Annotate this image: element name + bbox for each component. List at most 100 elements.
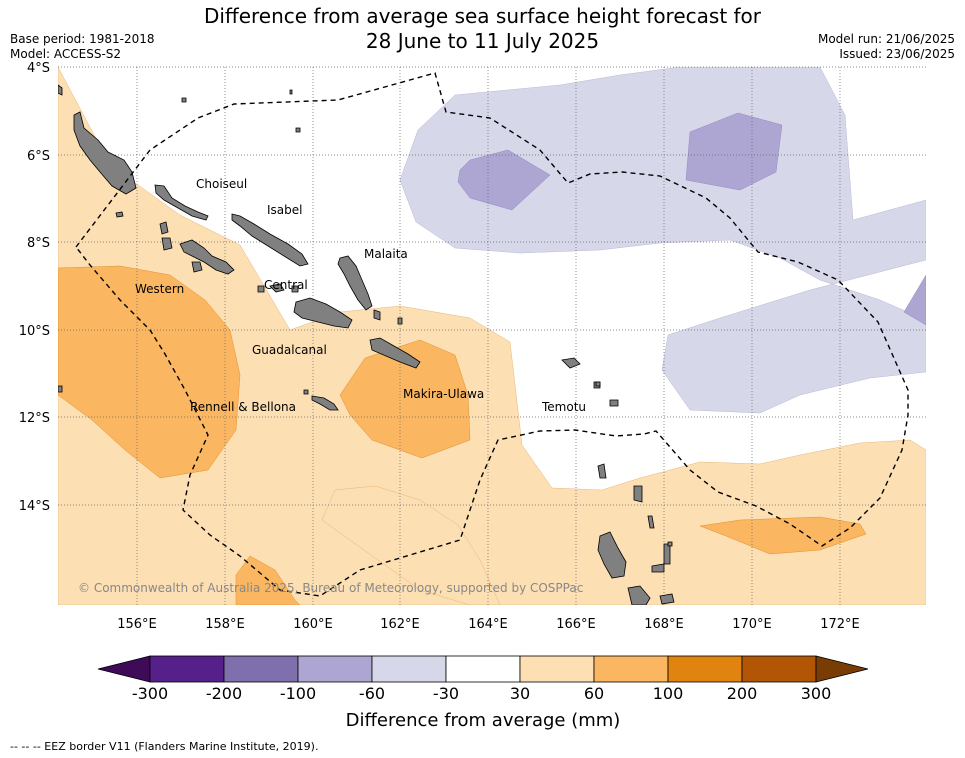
place-label-central: Central: [264, 278, 308, 292]
model-run: Model run: 21/06/2025: [817, 32, 955, 46]
buka-island: [58, 84, 63, 96]
small-island-7: [667, 541, 673, 547]
latitude-labels: 4°S 6°S 8°S 10°S 12°S 14°S: [19, 61, 50, 514]
anomaly-neg60-neg100-east: [685, 112, 783, 191]
issued-date: Issued: 23/06/2025: [839, 46, 955, 61]
florida-islands: [269, 283, 285, 293]
espiritu-santo-island: [597, 531, 627, 579]
colorbar-tick-label: -60: [359, 684, 385, 703]
colorbar-tick-label: 300: [801, 684, 832, 703]
pentecost-island: [663, 543, 671, 565]
land-masses: [58, 84, 675, 605]
colorbar-cell: [223, 655, 299, 683]
eez-border-line: [75, 72, 909, 597]
place-label-rennell-bellona: Rennell & Bellona: [190, 400, 296, 414]
lon-label-168e: 168°E: [644, 617, 684, 632]
guadalcanal-island: [293, 297, 353, 329]
lat-label-6s: 6°S: [27, 149, 50, 164]
eez-legend: -- -- -- EEZ border V11 (Flanders Marine…: [10, 740, 319, 753]
anomaly-30-60-west: [58, 67, 926, 605]
small-island-5: [58, 385, 63, 393]
colorbar-cell: [445, 655, 521, 683]
colorbar-tick-label: 200: [727, 684, 758, 703]
place-label-temotu: Temotu: [541, 400, 586, 414]
savo-island: [291, 285, 299, 293]
place-label-isabel: Isabel: [267, 203, 302, 217]
lon-label-156e: 156°E: [117, 617, 157, 632]
anomaly-neg30-neg60: [399, 67, 926, 414]
model-name: Model: ACCESS-S2: [10, 46, 122, 61]
colorbar-cell: [297, 655, 373, 683]
lat-label-12s: 12°S: [19, 411, 50, 426]
lat-label-10s: 10°S: [19, 324, 50, 339]
longitude-labels: 156°E 158°E 160°E 162°E 164°E 166°E 168°…: [117, 617, 860, 632]
colorbar-extend-low: [97, 655, 151, 683]
place-label-choiseul: Choiseul: [196, 177, 247, 191]
small-island-1: [181, 97, 187, 103]
colorbar-cell: [371, 655, 447, 683]
lon-label-170e: 170°E: [732, 617, 772, 632]
banks-islands: [633, 485, 643, 503]
lon-label-162e: 162°E: [380, 617, 420, 632]
rendova-island: [191, 261, 203, 273]
lat-label-4s: 4°S: [27, 61, 50, 76]
colorbar-tick-label: 60: [584, 684, 604, 703]
colorbar-tick-label: -200: [206, 684, 242, 703]
colorbar-cell: [667, 655, 743, 683]
map-title: Difference from average sea surface heig…: [0, 4, 965, 54]
lat-label-14s: 14°S: [19, 499, 50, 514]
colorbar-tick-labels: -300 -200 -100 -60 -30 30 60 100 200 300: [132, 684, 831, 703]
colorbar-cell: [149, 655, 225, 683]
colorbar-tick-label: -30: [433, 684, 459, 703]
anomaly-neg60-neg100-far-east: [903, 274, 926, 326]
base-period: Base period: 1981-2018: [10, 32, 155, 46]
lon-label-158e: 158°E: [205, 617, 245, 632]
bougainville-island: [73, 111, 137, 195]
russell-islands: [257, 285, 265, 293]
colorbar-tick-label: -100: [280, 684, 316, 703]
new-georgia-island: [179, 239, 235, 275]
lon-label-172e: 172°E: [820, 617, 860, 632]
place-label-makira-ulawa: Makira-Ulawa: [403, 387, 484, 401]
colorbar-extend-high: [815, 655, 869, 683]
place-labels: Choiseul Isabel Malaita Western Central …: [135, 177, 586, 414]
colorbar: -300 -200 -100 -60 -30 30 60 100 200 300 Differen…: [97, 655, 869, 731]
colorbar-cell: [519, 655, 595, 683]
isabel-island: [231, 213, 309, 267]
santa-cruz-island: [561, 357, 581, 369]
malaita-island: [337, 255, 373, 311]
small-island-2: [289, 89, 293, 95]
colorbar-tick-label: -300: [132, 684, 168, 703]
small-island-3: [295, 127, 301, 133]
meta-left: Base period: 1981-2018 Model: ACCESS-S2: [10, 32, 155, 61]
colorbar-cells: [97, 655, 869, 683]
small-island-4: [397, 317, 403, 325]
vella-lavella-island: [159, 221, 169, 235]
graticule: [58, 66, 926, 605]
lon-label-160e: 160°E: [293, 617, 333, 632]
eez-border: [75, 72, 909, 597]
ambae-island: [651, 563, 665, 573]
title-line-2: 28 June to 11 July 2025: [365, 29, 600, 53]
place-label-guadalcanal: Guadalcanal: [252, 343, 327, 357]
anomaly-neg60-neg100-west: [457, 149, 551, 211]
anomaly-field: [58, 67, 926, 605]
anomaly-60-100-western: [58, 265, 241, 479]
colorbar-cell: [741, 655, 817, 683]
bellona-island: [303, 389, 309, 395]
maewo-island: [647, 515, 655, 529]
lon-label-164e: 164°E: [468, 617, 508, 632]
kolombangara-island: [161, 237, 173, 251]
colorbar-tick-label: 100: [653, 684, 684, 703]
rennell-island: [311, 395, 339, 411]
colorbar-tick-label: 30: [510, 684, 530, 703]
small-island-6: [595, 381, 601, 387]
makira-island: [369, 337, 421, 369]
ambrym-island: [659, 593, 675, 605]
place-label-malaita: Malaita: [364, 247, 408, 261]
title-line-1: Difference from average sea surface heig…: [203, 4, 762, 28]
lat-label-8s: 8°S: [27, 236, 50, 251]
colorbar-title: Difference from average (mm): [346, 710, 621, 731]
meta-right: Model run: 21/06/2025 Issued: 23/06/2025: [818, 32, 955, 61]
